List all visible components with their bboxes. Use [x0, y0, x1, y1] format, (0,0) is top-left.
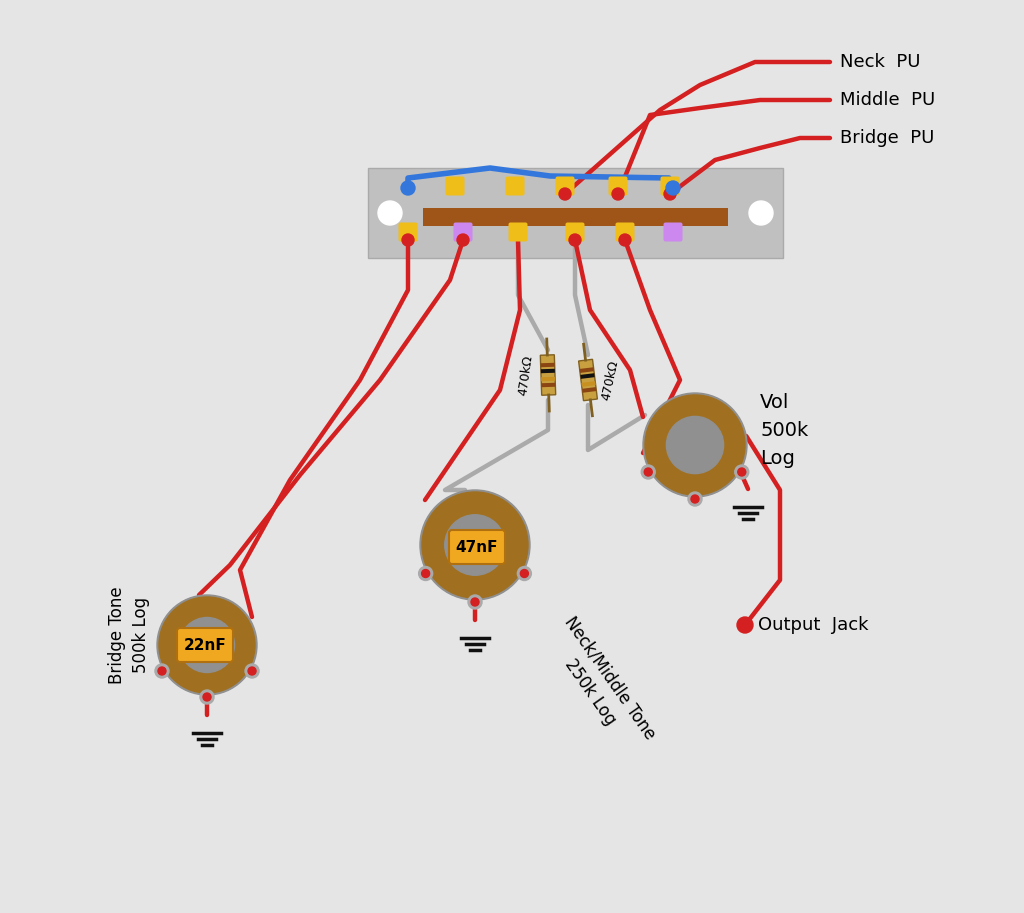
Circle shape [155, 664, 169, 678]
FancyBboxPatch shape [555, 176, 574, 195]
FancyBboxPatch shape [608, 176, 628, 195]
Bar [541, 377, 555, 382]
Circle shape [569, 234, 581, 246]
Bar [541, 362, 555, 367]
Circle shape [559, 188, 571, 200]
Circle shape [245, 664, 259, 678]
Circle shape [739, 469, 744, 475]
Circle shape [159, 597, 255, 693]
Circle shape [248, 667, 256, 675]
FancyBboxPatch shape [615, 223, 635, 242]
FancyBboxPatch shape [660, 176, 680, 195]
FancyBboxPatch shape [398, 223, 418, 242]
Bar [579, 360, 597, 401]
FancyBboxPatch shape [177, 628, 233, 662]
Bar [582, 381, 596, 387]
Text: Bridge  PU: Bridge PU [840, 129, 934, 147]
Circle shape [402, 234, 414, 246]
Circle shape [378, 201, 402, 225]
Circle shape [457, 234, 469, 246]
Circle shape [200, 690, 214, 704]
Circle shape [520, 570, 528, 578]
Circle shape [422, 492, 528, 598]
Circle shape [645, 395, 745, 495]
Bar [542, 383, 555, 387]
Circle shape [159, 668, 165, 674]
FancyBboxPatch shape [664, 223, 683, 242]
Text: Middle  PU: Middle PU [840, 91, 935, 109]
Circle shape [179, 617, 234, 673]
Circle shape [422, 570, 430, 578]
Circle shape [692, 496, 697, 502]
FancyBboxPatch shape [445, 176, 465, 195]
Circle shape [737, 617, 753, 633]
Circle shape [472, 599, 478, 604]
Text: 22nF: 22nF [183, 637, 226, 653]
FancyBboxPatch shape [506, 176, 524, 195]
Circle shape [735, 465, 749, 479]
FancyBboxPatch shape [454, 223, 472, 242]
Circle shape [666, 181, 680, 195]
FancyBboxPatch shape [509, 223, 527, 242]
Circle shape [517, 566, 531, 581]
Text: Neck/Middle Tone
250k Log: Neck/Middle Tone 250k Log [541, 613, 659, 757]
Circle shape [158, 667, 166, 675]
Text: 47nF: 47nF [456, 540, 499, 554]
Circle shape [667, 416, 724, 474]
Text: Neck  PU: Neck PU [840, 53, 921, 71]
Circle shape [618, 234, 631, 246]
Circle shape [688, 492, 702, 506]
Circle shape [521, 571, 527, 576]
Text: 470kΩ: 470kΩ [599, 359, 621, 402]
Circle shape [249, 668, 255, 674]
Circle shape [420, 490, 530, 600]
Circle shape [664, 188, 676, 200]
FancyBboxPatch shape [565, 223, 585, 242]
Circle shape [749, 201, 773, 225]
Circle shape [644, 468, 652, 476]
Bar [541, 355, 556, 395]
Bar [423, 208, 728, 226]
Bar [582, 387, 596, 393]
Bar [368, 168, 783, 258]
Circle shape [641, 465, 655, 479]
Circle shape [471, 598, 479, 606]
Circle shape [645, 469, 651, 475]
Text: Vol
500k
Log: Vol 500k Log [760, 393, 808, 467]
Circle shape [468, 595, 482, 609]
Bar [580, 367, 594, 373]
Circle shape [444, 515, 505, 575]
Text: 470kΩ: 470kΩ [517, 354, 536, 396]
Circle shape [204, 694, 210, 699]
Bar [581, 373, 595, 379]
Circle shape [691, 495, 699, 503]
Circle shape [419, 566, 432, 581]
Circle shape [203, 693, 211, 701]
Circle shape [737, 468, 745, 476]
Circle shape [157, 595, 257, 695]
Text: Output  Jack: Output Jack [758, 616, 868, 634]
Bar [541, 369, 555, 373]
FancyBboxPatch shape [449, 530, 505, 564]
Circle shape [401, 181, 415, 195]
Circle shape [643, 393, 746, 497]
Circle shape [612, 188, 624, 200]
Text: Bridge Tone
500k Log: Bridge Tone 500k Log [108, 586, 151, 684]
Circle shape [423, 571, 428, 576]
